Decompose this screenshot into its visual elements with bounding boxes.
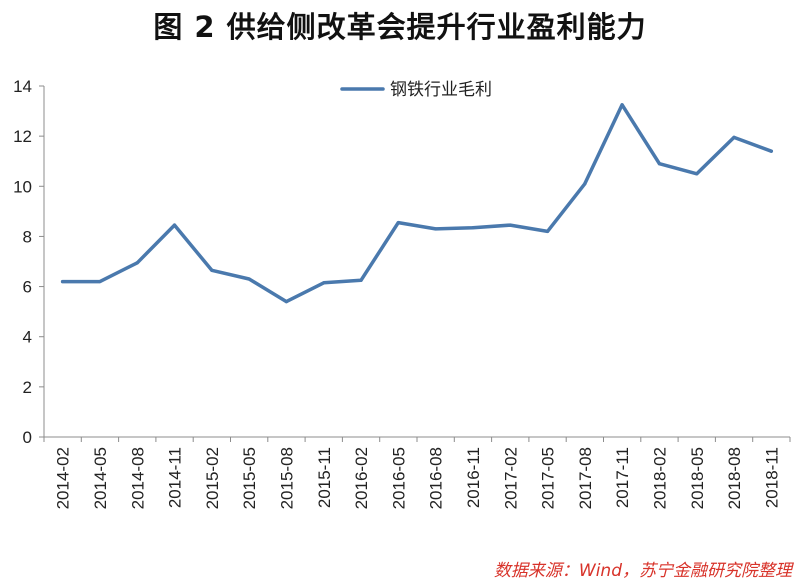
data-point bbox=[98, 279, 102, 284]
data-point bbox=[359, 278, 363, 282]
x-tick-label: 2018-05 bbox=[688, 447, 707, 509]
data-point bbox=[284, 300, 289, 304]
x-tick-label: 2015-08 bbox=[277, 447, 296, 509]
x-tick-label: 2015-05 bbox=[240, 447, 259, 509]
x-tick-label: 2015-11 bbox=[315, 447, 334, 508]
x-tick-label: 2016-02 bbox=[352, 447, 371, 509]
y-tick-label: 6 bbox=[23, 278, 32, 297]
series-line bbox=[60, 103, 774, 304]
y-tick-label: 8 bbox=[23, 227, 32, 246]
data-point bbox=[508, 223, 512, 227]
x-tick-label: 2017-11 bbox=[613, 447, 632, 508]
x-tick-label: 2014-08 bbox=[128, 447, 147, 509]
source-note: 数据来源：Wind，苏宁金融研究院整理 bbox=[493, 561, 792, 581]
x-axis-ticks: 2014-02 2014-05 2014-08 2014-11 2015-02 2015-… bbox=[43, 437, 791, 509]
y-axis-ticks: 0 2 4 6 8 10 12 14 bbox=[13, 77, 44, 447]
data-point bbox=[247, 277, 251, 281]
data-point bbox=[695, 172, 699, 176]
data-point bbox=[657, 162, 662, 166]
data-point bbox=[322, 281, 326, 285]
x-tick-label: 2018-08 bbox=[725, 447, 744, 509]
x-tick-label: 2016-08 bbox=[427, 447, 446, 509]
y-tick-label: 10 bbox=[13, 177, 32, 196]
data-point bbox=[769, 149, 773, 153]
y-tick-label: 4 bbox=[23, 328, 32, 347]
x-tick-label: 2016-11 bbox=[464, 447, 483, 508]
y-tick-label: 2 bbox=[23, 378, 32, 397]
data-point bbox=[434, 227, 438, 231]
y-tick-label: 14 bbox=[13, 77, 32, 96]
x-tick-label: 2017-08 bbox=[576, 447, 595, 509]
x-tick-label: 2014-11 bbox=[166, 447, 185, 508]
x-tick-label: 2015-02 bbox=[203, 447, 222, 509]
legend: 钢铁行业毛利 bbox=[340, 80, 492, 100]
axes bbox=[43, 86, 790, 438]
data-point bbox=[620, 103, 624, 107]
x-tick-label: 2017-02 bbox=[501, 447, 520, 509]
data-point bbox=[135, 261, 139, 265]
y-tick-label: 0 bbox=[23, 428, 32, 447]
data-point bbox=[545, 229, 550, 234]
data-point bbox=[583, 182, 587, 186]
data-point bbox=[396, 221, 400, 225]
x-tick-label: 2017-05 bbox=[539, 447, 558, 509]
data-point bbox=[210, 268, 214, 272]
x-tick-label: 2014-05 bbox=[91, 447, 110, 509]
x-tick-label: 2018-11 bbox=[762, 447, 781, 508]
x-tick-label: 2014-02 bbox=[54, 447, 73, 509]
data-point bbox=[732, 135, 736, 139]
data-point bbox=[471, 226, 475, 230]
y-tick-label: 12 bbox=[13, 127, 32, 146]
series-layer bbox=[60, 103, 774, 304]
data-point bbox=[172, 223, 177, 227]
x-tick-label: 2018-02 bbox=[650, 447, 669, 509]
chart-title: 图 2 供给侧改革会提升行业盈利能力 bbox=[153, 10, 647, 44]
data-point bbox=[61, 279, 65, 284]
legend-label: 钢铁行业毛利 bbox=[390, 80, 492, 100]
x-tick-label: 2016-05 bbox=[389, 447, 408, 509]
